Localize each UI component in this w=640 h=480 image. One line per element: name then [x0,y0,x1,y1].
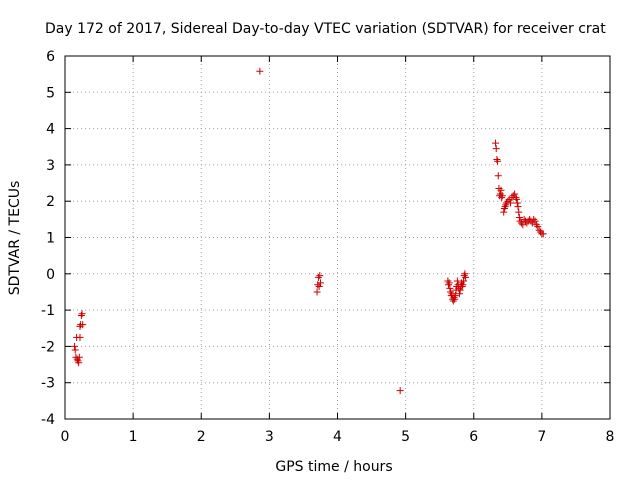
data-point [79,321,87,329]
data-point [444,277,452,285]
data-point [77,312,85,320]
data-point [507,199,515,207]
data-point [500,208,508,216]
y-tick-label: -2 [41,339,55,355]
data-point [513,199,521,207]
x-tick-label: 6 [469,429,478,445]
data-point [455,290,463,298]
data-point [313,288,321,296]
data-point [539,230,547,238]
data-point [498,192,506,200]
data-point [492,139,500,147]
axis-ticks: 0 1 2 3 4 5 6 7 8 -4 -3 -2 -1 0 1 2 3 4 5 6 [41,49,614,445]
data-point [315,283,323,291]
data-point [515,214,523,222]
x-axis-label: GPS time / hours [275,459,392,475]
data-point [530,215,538,223]
data-point [76,333,84,341]
grid-lines [65,56,610,419]
data-point [316,279,324,287]
data-point [501,203,509,211]
data-point [451,292,459,300]
y-tick-label: 1 [46,231,55,247]
data-point [458,283,466,291]
data-point [71,346,79,354]
data-point [535,226,543,234]
x-tick-label: 4 [333,429,342,445]
data-point [78,310,86,318]
data-point [461,270,469,278]
data-point [447,288,455,296]
chart-title: Day 172 of 2017, Sidereal Day-to-day VTE… [45,21,606,37]
data-point [448,290,456,298]
data-point [498,194,506,202]
x-tick-label: 8 [606,429,615,445]
data-point [514,203,522,211]
data-point [511,190,519,198]
data-point [456,286,464,294]
data-points [71,67,547,395]
data-point [494,172,502,180]
data-point [446,284,454,292]
data-point [316,272,324,280]
data-point [459,281,467,289]
y-tick-label: -4 [41,412,55,428]
data-point [519,221,527,229]
data-point [493,155,501,163]
x-tick-label: 0 [61,429,70,445]
x-tick-label: 7 [537,429,546,445]
data-point [534,223,542,231]
data-point [256,67,264,75]
data-point [396,387,404,395]
data-point [513,195,521,203]
data-point [75,359,83,367]
data-point [502,201,510,209]
data-point [445,281,453,289]
data-point [314,273,322,281]
y-tick-label: 2 [46,194,55,210]
data-point [515,208,523,216]
data-point [531,217,539,225]
y-tick-label: 5 [46,85,55,101]
data-point [74,357,82,365]
data-point [497,186,505,194]
y-tick-label: 4 [46,122,55,138]
data-point [460,272,468,280]
data-point [451,295,459,303]
data-point [492,145,500,153]
data-point [460,277,468,285]
y-tick-label: 0 [46,267,55,283]
y-tick-label: -3 [41,376,55,392]
data-point [453,277,461,285]
data-point [462,273,470,281]
x-tick-label: 5 [401,429,410,445]
y-axis-label: SDTVAR / TECUs [7,181,23,296]
data-point [450,293,458,301]
data-point [500,204,508,212]
data-point [494,157,502,165]
data-point [75,353,83,361]
x-tick-label: 3 [265,429,274,445]
x-tick-label: 2 [197,429,206,445]
data-point [512,194,520,202]
y-tick-label: 6 [46,49,55,65]
data-point [449,297,457,305]
data-point [71,342,79,350]
data-point [532,221,540,229]
data-point [445,279,453,287]
x-tick-label: 1 [129,429,138,445]
y-tick-label: -1 [41,303,55,319]
y-tick-label: 3 [46,158,55,174]
